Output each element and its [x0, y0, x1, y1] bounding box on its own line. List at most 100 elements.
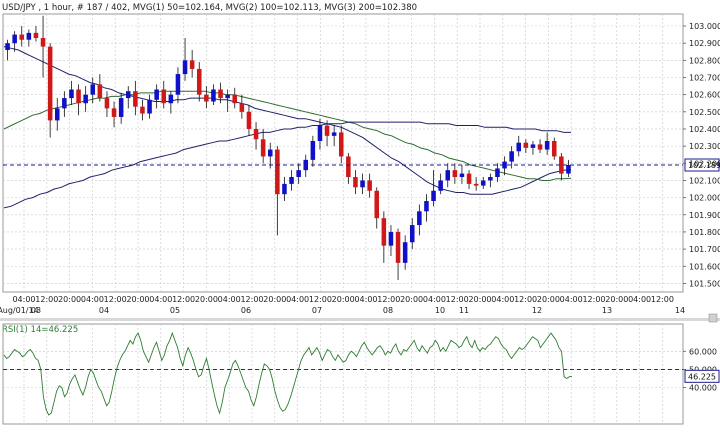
- price-y-tick-label: 102.900: [689, 39, 720, 48]
- time-tick-label: 12:00: [446, 295, 469, 304]
- candle-body: [424, 201, 429, 212]
- time-tick-label: 04:00: [560, 295, 583, 304]
- price-y-tick-label: 102.800: [689, 56, 720, 65]
- candle-body: [495, 168, 500, 178]
- candle-body: [502, 161, 507, 169]
- candle-bear: [260, 128, 266, 164]
- time-tick-label: 20:00: [263, 295, 286, 304]
- price-reference: 102.189: [3, 158, 720, 172]
- time-tick-label: 12:00: [240, 295, 263, 304]
- time-tick-label: 04:00: [491, 295, 514, 304]
- candle-body: [189, 60, 195, 69]
- candle-body: [154, 89, 159, 100]
- candles: [5, 15, 571, 280]
- title-symbol: USD/JPY , 1 hour, # 187 / 402,: [2, 3, 133, 13]
- candle-bull: [502, 156, 507, 176]
- candle-body: [374, 190, 380, 219]
- candle-bear: [346, 153, 351, 184]
- candle-body: [473, 183, 479, 186]
- candle-bear: [97, 74, 103, 102]
- price-y-tick-label: 102.700: [689, 73, 720, 82]
- time-tick-label: 12:00: [651, 295, 674, 304]
- candle-body: [133, 91, 138, 107]
- candle-body: [260, 139, 266, 157]
- candle-bull: [438, 173, 443, 195]
- ma-line-3: [3, 121, 571, 209]
- candle-bull: [282, 177, 287, 202]
- date-tick-label: 13: [602, 306, 612, 315]
- candle-body: [445, 170, 451, 181]
- candle-body: [19, 34, 25, 40]
- candle-bear: [232, 87, 238, 109]
- time-tick-label: 12:00: [514, 295, 537, 304]
- candle-body: [296, 170, 301, 178]
- time-tick-label: 04:00: [286, 295, 309, 304]
- candle-bear: [523, 139, 529, 153]
- date-tick-label: 08: [383, 306, 393, 315]
- candle-body: [431, 190, 436, 202]
- candle-bull: [5, 39, 10, 61]
- date-tick-label: 12: [532, 306, 542, 315]
- ma-line-1: [3, 46, 572, 195]
- candle-bull: [182, 38, 188, 81]
- current-rsi-box: [684, 369, 720, 383]
- candle-bear: [196, 62, 202, 102]
- candle-bear: [338, 125, 344, 164]
- candle-bear: [161, 80, 167, 109]
- candle-body: [452, 170, 458, 178]
- candle-bull: [225, 89, 230, 112]
- chart-title: USD/JPY , 1 hour, # 187 / 402, MVG(1) 50…: [2, 3, 417, 13]
- candle-bull: [409, 218, 415, 250]
- candle-bull: [445, 163, 451, 188]
- candle-body: [353, 177, 358, 188]
- candle-bear: [19, 26, 25, 47]
- candle-bull: [317, 118, 323, 150]
- price-y-tick-label: 101.800: [689, 228, 720, 237]
- candle-body: [417, 211, 422, 226]
- candle-bull: [509, 146, 514, 169]
- candle-bear: [353, 170, 358, 195]
- price-y-tick-label: 102.500: [689, 108, 720, 117]
- rsi-grid: [3, 324, 683, 424]
- candle-bull: [54, 98, 60, 131]
- date-tick-label: 03: [31, 306, 41, 315]
- date-tick-label: 14: [675, 306, 685, 315]
- time-axis: 04:00 12:00 20:00 04:00 12:00 20:00 04:00 12:00…: [0, 295, 685, 315]
- panel-splitter[interactable]: [0, 318, 720, 321]
- time-tick-label: 04:00: [423, 295, 446, 304]
- candle-body: [196, 68, 202, 95]
- price-y-tick-label: 102.200: [689, 159, 720, 168]
- candle-body: [559, 156, 564, 174]
- candle-body: [5, 43, 10, 51]
- candle-bull: [303, 154, 309, 178]
- candle-bull: [495, 163, 500, 183]
- candle-bear: [466, 170, 472, 190]
- candle-bull: [480, 177, 486, 190]
- candle-bear: [111, 101, 117, 128]
- candle-body: [111, 108, 117, 117]
- time-tick-label: 20:00: [468, 295, 491, 304]
- candle-body: [161, 89, 167, 104]
- rsi-title: RSI(1) 14=46.225: [2, 325, 78, 335]
- title-mvg1: MVG(1) 50=102.164,: [133, 3, 226, 13]
- candle-body: [90, 84, 96, 95]
- time-tick-label: 12:00: [309, 295, 332, 304]
- date-tick-label: 04: [99, 306, 109, 315]
- candle-bull: [289, 170, 294, 191]
- candle-bull: [431, 170, 436, 207]
- candle-body: [97, 84, 103, 99]
- price-grid: [3, 14, 683, 292]
- candle-bull: [544, 132, 550, 155]
- candle-bear: [559, 153, 564, 181]
- candle-bull: [168, 91, 174, 114]
- candle-bear: [374, 187, 380, 229]
- time-tick-label: 20:00: [126, 295, 149, 304]
- candle-bear: [33, 26, 39, 42]
- time-tick-label: 04:00: [354, 295, 377, 304]
- time-tick-label: 04:00: [81, 295, 104, 304]
- resize-handle[interactable]: [708, 313, 718, 323]
- price-y-tick-label: 101.600: [689, 262, 720, 271]
- candle-body: [523, 142, 529, 148]
- candle-body: [12, 34, 17, 44]
- candle-bull: [360, 173, 365, 195]
